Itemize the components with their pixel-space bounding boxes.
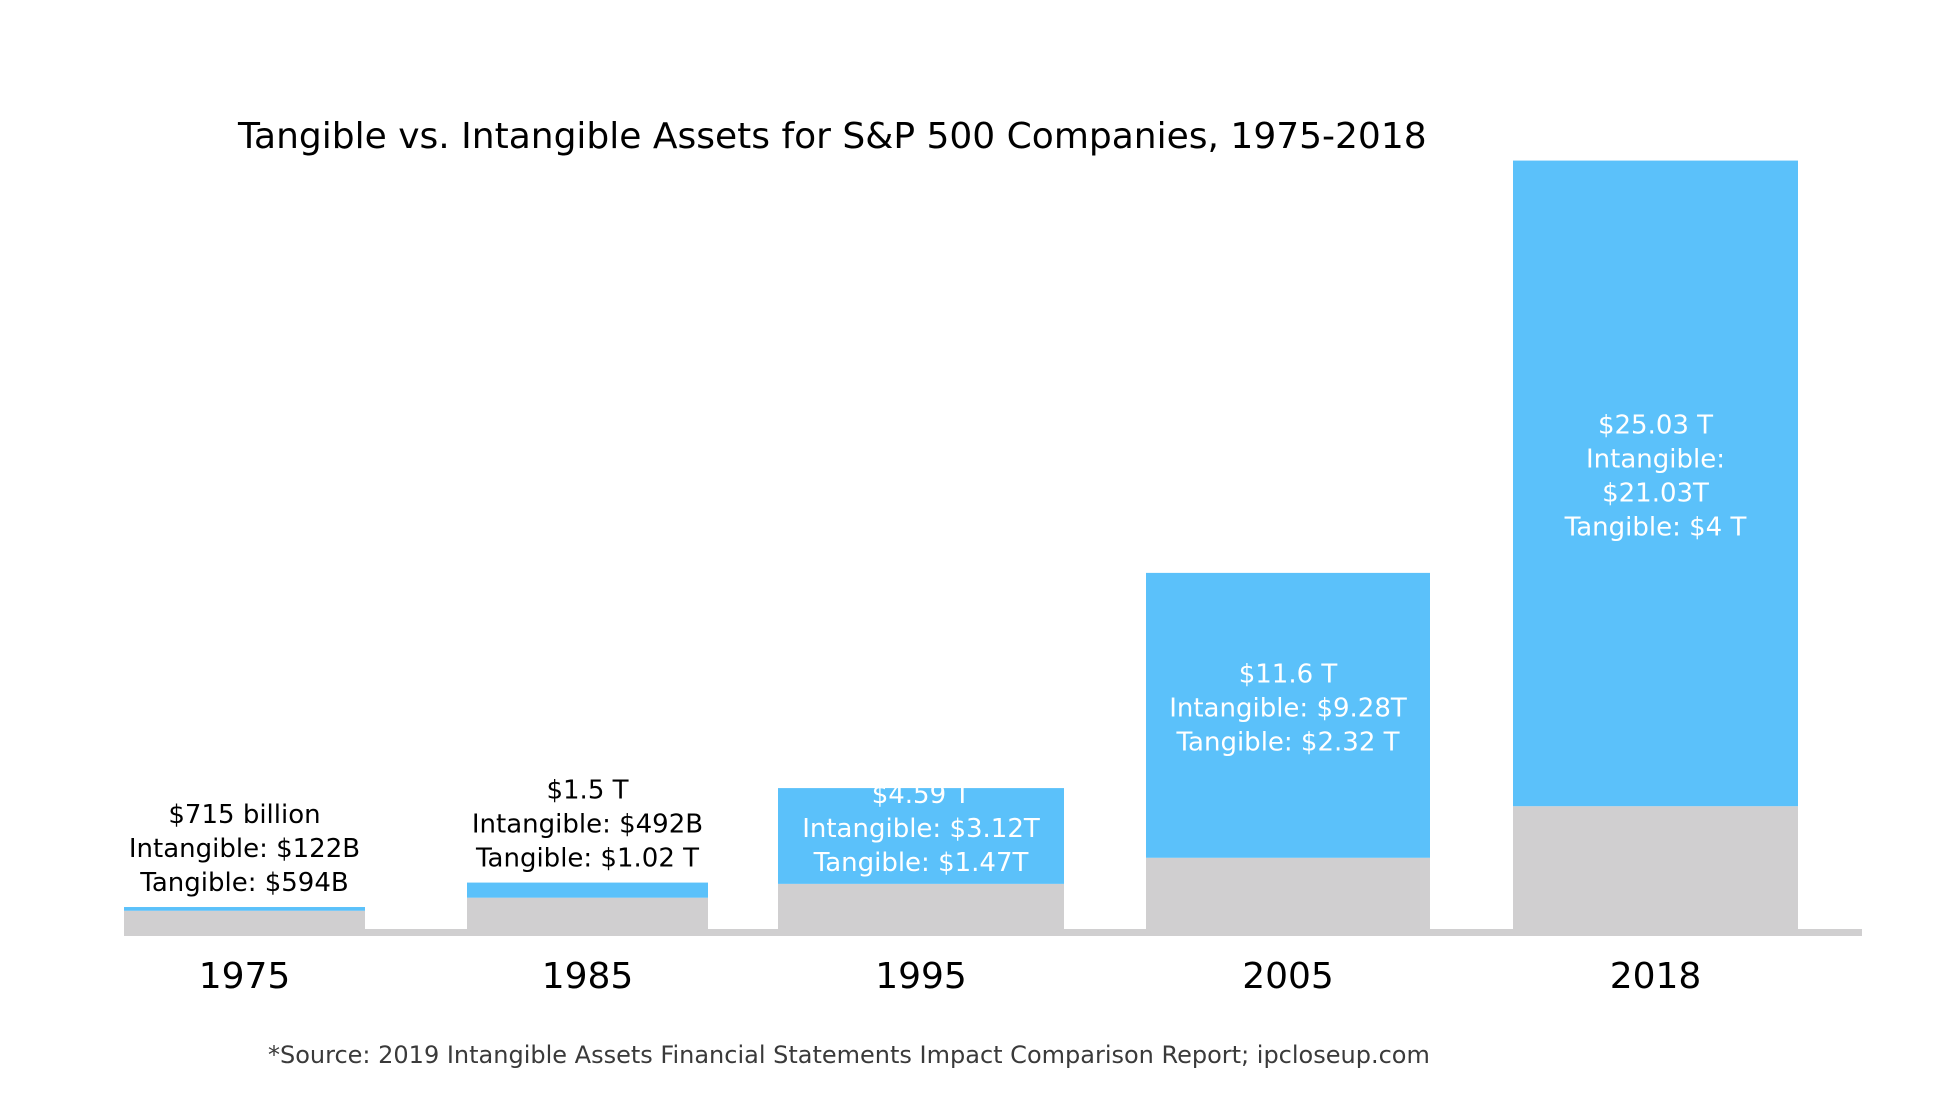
data-label-line: Tangible: $4 T [1564, 512, 1747, 542]
labels-layer: $715 billion Intangible: $122B Tangible: $… [129, 410, 1747, 898]
x-tick-1985: 1985 [542, 956, 634, 997]
data-label-line: Intangible: $492B [472, 810, 703, 840]
x-tick-2018: 2018 [1610, 956, 1702, 997]
data-label-line: Tangible: $1.02 T [475, 844, 699, 874]
data-label-line: $1.5 T [546, 776, 628, 806]
data-label-line: Intangible: $122B [129, 834, 360, 864]
data-label-line: $21.03T [1602, 478, 1709, 508]
baseline [124, 929, 1862, 936]
bar-tangible-1995 [778, 883, 1064, 929]
data-label-2005: $11.6 T Intangible: $9.28T Tangible: $2.32… [1169, 659, 1407, 757]
data-label-line: Intangible: [1586, 444, 1725, 474]
bar-tangible-1985 [467, 897, 708, 929]
chart-title: Tangible vs. Intangible Assets for S&P 5… [237, 116, 1427, 157]
x-tick-1995: 1995 [875, 956, 967, 997]
data-label-line: $25.03 T [1598, 410, 1713, 440]
data-label-line: $4.59 T [872, 780, 971, 810]
bar-intangible-1975 [124, 907, 365, 911]
bars-layer [124, 160, 1798, 929]
data-label-line: Intangible: $9.28T [1169, 693, 1407, 723]
x-tick-1975: 1975 [199, 956, 291, 997]
bar-tangible-2005 [1146, 857, 1430, 929]
x-axis-ticks: 1975 1985 1995 2005 2018 [199, 956, 1702, 997]
bar-tangible-2018 [1513, 806, 1798, 929]
data-label-1995: $4.59 T Intangible: $3.12T Tangible: $1.47… [802, 780, 1040, 878]
data-label-line: Tangible: $594B [139, 868, 348, 898]
bar-intangible-1995 [778, 788, 1064, 884]
data-label-line: Tangible: $1.47T [813, 848, 1029, 878]
bar-intangible-2005 [1146, 572, 1430, 858]
x-tick-2005: 2005 [1242, 956, 1334, 997]
data-label-line: $11.6 T [1239, 659, 1338, 689]
bar-intangible-2018 [1513, 160, 1798, 807]
source-note: *Source: 2019 Intangible Assets Financia… [268, 1041, 1430, 1069]
data-label-2018: $25.03 T Intangible: $21.03T Tangible: $4 T [1564, 410, 1747, 542]
data-label-1975: $715 billion Intangible: $122B Tangible: $… [129, 800, 360, 898]
bar-tangible-1975 [124, 910, 365, 929]
data-label-line: Tangible: $2.32 T [1175, 727, 1399, 757]
data-label-line: Intangible: $3.12T [802, 814, 1040, 844]
data-label-1985: $1.5 T Intangible: $492B Tangible: $1.02 T [472, 776, 703, 874]
bar-intangible-1985 [467, 882, 708, 898]
data-label-line: $715 billion [168, 800, 320, 830]
